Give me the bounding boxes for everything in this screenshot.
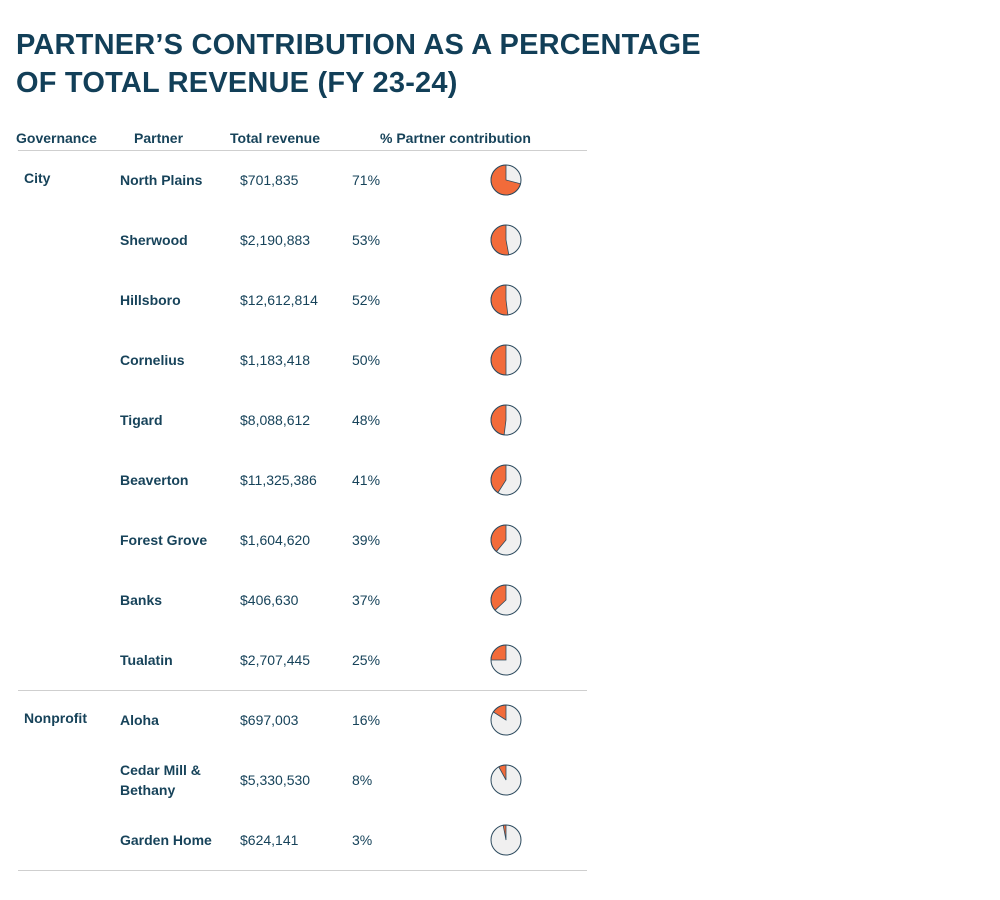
pie-outline <box>490 404 522 436</box>
contribution-pie <box>490 704 522 736</box>
pie-outline <box>490 704 522 736</box>
pie-outline <box>490 764 522 796</box>
contribution-pie <box>490 284 522 316</box>
pct-label: 25% <box>352 652 381 668</box>
governance-label: Nonprofit <box>24 710 87 726</box>
contribution-pie <box>490 224 522 256</box>
partner-name: Tualatin <box>120 652 173 668</box>
contribution-pie <box>490 584 522 616</box>
total-revenue: $11,325,386 <box>240 472 317 488</box>
partner-name: Hillsboro <box>120 292 181 308</box>
total-revenue: $1,183,418 <box>240 352 311 368</box>
total-revenue: $2,190,883 <box>240 232 311 248</box>
contribution-pie <box>490 404 522 436</box>
header-pct-contribution: % Partner contribution <box>380 130 531 146</box>
group-divider <box>18 870 587 871</box>
pie-outline <box>490 224 522 256</box>
partner-name: Aloha <box>120 712 159 728</box>
pct-label: 52% <box>352 292 381 308</box>
governance-label: City <box>24 170 51 186</box>
contribution-pie <box>490 764 522 796</box>
pct-label: 8% <box>352 772 373 788</box>
contribution-pie <box>490 344 522 376</box>
contribution-pie <box>490 164 522 196</box>
title-line-1: PARTNER’S CONTRIBUTION AS A PERCENTAGE <box>16 29 701 61</box>
page-title: PARTNER’S CONTRIBUTION AS A PERCENTAGE O… <box>16 26 701 102</box>
partner-name: Tigard <box>120 412 163 428</box>
partner-name: Banks <box>120 592 163 608</box>
pie-outline <box>490 584 522 616</box>
header-governance: Governance <box>16 130 97 146</box>
contribution-pie <box>490 824 522 856</box>
header-total-revenue: Total revenue <box>230 130 320 146</box>
total-revenue: $697,003 <box>240 712 299 728</box>
partner-name: Forest Grove <box>120 532 208 548</box>
pct-label: 39% <box>352 532 381 548</box>
pie-outline <box>490 644 522 676</box>
partner-name: Sherwood <box>120 232 188 248</box>
pct-label: 71% <box>352 172 381 188</box>
partner-name: Cedar Mill & Bethany <box>120 762 201 798</box>
total-revenue: $624,141 <box>240 832 299 848</box>
pct-label: 37% <box>352 592 381 608</box>
pct-label: 16% <box>352 712 381 728</box>
partner-name: North Plains <box>120 172 203 188</box>
header-divider <box>18 150 587 151</box>
pct-label: 48% <box>352 412 381 428</box>
partner-name: Garden Home <box>120 832 212 848</box>
pie-slice <box>490 344 507 376</box>
pct-label: 41% <box>352 472 381 488</box>
contribution-pie <box>490 524 522 556</box>
pie-slice <box>490 404 507 436</box>
pie-outline <box>490 344 522 376</box>
pie-slice <box>490 224 510 256</box>
title-line-2: OF TOTAL REVENUE (FY 23-24) <box>16 67 458 99</box>
total-revenue: $406,630 <box>240 592 299 608</box>
total-revenue: $5,330,530 <box>240 772 311 788</box>
total-revenue: $2,707,445 <box>240 652 311 668</box>
total-revenue: $8,088,612 <box>240 412 311 428</box>
contribution-pie <box>490 464 522 496</box>
partner-name: Cornelius <box>120 352 185 368</box>
group-divider <box>18 690 587 691</box>
pie-outline <box>490 824 522 856</box>
pct-label: 53% <box>352 232 381 248</box>
pct-label: 3% <box>352 832 373 848</box>
pie-outline <box>490 464 522 496</box>
pie-outline <box>490 284 522 316</box>
total-revenue: $1,604,620 <box>240 532 311 548</box>
pie-outline <box>490 524 522 556</box>
total-revenue: $701,835 <box>240 172 299 188</box>
partner-name: Beaverton <box>120 472 189 488</box>
pie-slice <box>490 284 509 316</box>
contribution-pie <box>490 644 522 676</box>
header-partner: Partner <box>134 130 184 146</box>
pct-label: 50% <box>352 352 381 368</box>
total-revenue: $12,612,814 <box>240 292 318 308</box>
pie-outline <box>490 164 522 196</box>
